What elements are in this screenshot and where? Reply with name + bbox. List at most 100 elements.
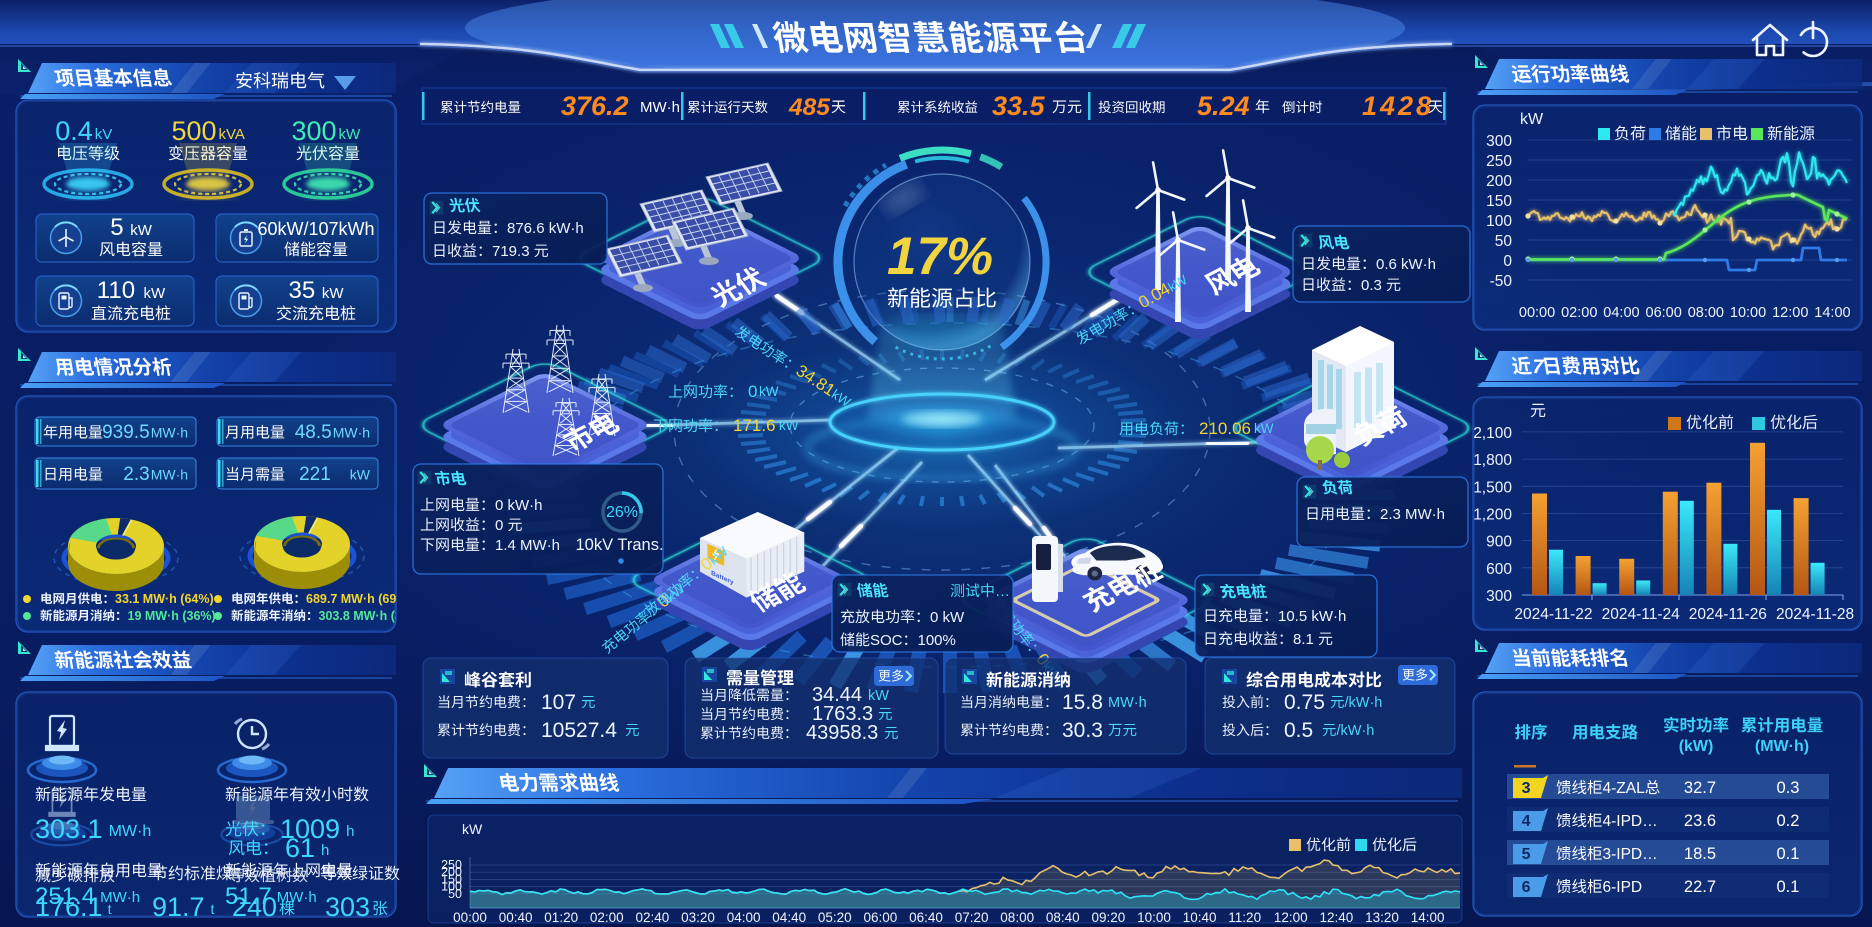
- svg-text:00:40: 00:40: [499, 910, 533, 925]
- svg-text:kW: kW: [350, 467, 371, 483]
- svg-text:176.1: 176.1: [35, 892, 103, 922]
- svg-text:5: 5: [110, 214, 123, 241]
- svg-text:kVA: kVA: [219, 126, 245, 143]
- svg-text:50: 50: [1495, 233, 1513, 250]
- svg-text:600: 600: [1486, 561, 1512, 578]
- svg-text:0.3: 0.3: [1361, 277, 1382, 294]
- svg-text:kW: kW: [322, 285, 345, 302]
- svg-text:2.3 MW·h: 2.3 MW·h: [1380, 506, 1445, 523]
- svg-text:02:00: 02:00: [1561, 305, 1597, 321]
- svg-text:kV: kV: [95, 126, 113, 143]
- svg-text:/kW·h: /kW·h: [1345, 695, 1383, 711]
- svg-text:10.5 kW·h: 10.5 kW·h: [1278, 608, 1346, 625]
- svg-text:11:20: 11:20: [1228, 910, 1261, 925]
- svg-text:0.6 kW·h: 0.6 kW·h: [1376, 256, 1436, 273]
- svg-text:251.4: 251.4: [35, 883, 95, 910]
- svg-text:10:40: 10:40: [1183, 910, 1217, 925]
- svg-text:719.3: 719.3: [492, 243, 530, 260]
- svg-text:303.8 MW·h (31%): 303.8 MW·h (31%): [319, 609, 425, 623]
- svg-text:221: 221: [299, 464, 331, 485]
- svg-text:MW·h: MW·h: [100, 889, 140, 906]
- svg-text:51.7: 51.7: [225, 883, 272, 910]
- svg-text:939.5: 939.5: [102, 422, 150, 443]
- svg-text:04:00: 04:00: [727, 910, 761, 925]
- svg-text:1,800: 1,800: [1473, 452, 1512, 469]
- svg-text:04:00: 04:00: [1603, 305, 1639, 321]
- svg-text:33.5: 33.5: [992, 91, 1046, 121]
- svg-text:kW: kW: [779, 418, 799, 433]
- svg-text:10kV Trans.: 10kV Trans.: [576, 536, 664, 554]
- svg-text:MW·h: MW·h: [151, 425, 188, 441]
- svg-text:18.5: 18.5: [1684, 845, 1716, 863]
- svg-text:376.2: 376.2: [561, 91, 629, 121]
- svg-text:2024-11-26: 2024-11-26: [1689, 606, 1767, 623]
- svg-text:1009: 1009: [280, 814, 340, 844]
- svg-text:33.1 MW·h (64%): 33.1 MW·h (64%): [115, 592, 214, 606]
- svg-text:kW: kW: [1254, 421, 1274, 436]
- svg-text:4-IPD…: 4-IPD…: [1603, 813, 1658, 830]
- svg-text:12:00: 12:00: [1274, 910, 1308, 925]
- svg-text:03:20: 03:20: [681, 910, 715, 925]
- svg-text:0.4: 0.4: [55, 116, 93, 146]
- svg-text:0.1: 0.1: [1777, 845, 1800, 863]
- svg-text:250: 250: [441, 858, 462, 872]
- svg-text:0.2: 0.2: [1777, 812, 1800, 830]
- svg-text:00:00: 00:00: [453, 910, 487, 925]
- svg-text:kW: kW: [144, 285, 167, 302]
- svg-text:110: 110: [97, 277, 135, 304]
- svg-text:7: 7: [1533, 356, 1545, 378]
- svg-text:0.75: 0.75: [1284, 691, 1325, 714]
- svg-text:01:20: 01:20: [544, 910, 578, 925]
- svg-text:06:00: 06:00: [1646, 305, 1682, 321]
- svg-text:1,500: 1,500: [1473, 479, 1512, 496]
- svg-text:303.1: 303.1: [35, 814, 103, 844]
- svg-text:08:00: 08:00: [1000, 910, 1034, 925]
- svg-text:210.06: 210.06: [1199, 419, 1251, 438]
- svg-text:kW: kW: [339, 126, 362, 143]
- svg-text:100: 100: [441, 880, 462, 894]
- svg-text:08:40: 08:40: [1046, 910, 1080, 925]
- svg-text:1763.3: 1763.3: [812, 703, 873, 725]
- svg-text:35: 35: [289, 277, 316, 304]
- svg-text:300: 300: [1486, 133, 1512, 150]
- svg-text:0 kW: 0 kW: [930, 609, 965, 626]
- svg-text:4: 4: [1522, 813, 1531, 830]
- svg-text:kW: kW: [759, 384, 779, 399]
- svg-text:13:20: 13:20: [1365, 910, 1399, 925]
- svg-text:1.4 MW·h: 1.4 MW·h: [495, 537, 560, 554]
- svg-text:500: 500: [172, 116, 217, 146]
- svg-text:50: 50: [448, 887, 462, 901]
- svg-text:02:00: 02:00: [590, 910, 624, 925]
- svg-text:48.5: 48.5: [295, 422, 332, 443]
- svg-text:26%: 26%: [606, 504, 638, 521]
- svg-text:14:00: 14:00: [1411, 910, 1445, 925]
- svg-text:(MW·h): (MW·h): [1755, 738, 1809, 755]
- svg-text:10:00: 10:00: [1137, 910, 1171, 925]
- svg-text:kW: kW: [868, 688, 889, 704]
- svg-text:…: …: [995, 583, 1010, 600]
- svg-text:0.5: 0.5: [1284, 719, 1313, 742]
- svg-text:200: 200: [1486, 173, 1512, 190]
- svg-text:06:40: 06:40: [909, 910, 943, 925]
- svg-text:kW: kW: [1520, 111, 1544, 128]
- svg-text:240: 240: [232, 892, 277, 922]
- svg-text:2024-11-22: 2024-11-22: [1514, 606, 1592, 623]
- svg-text:876.6 kW·h: 876.6 kW·h: [507, 220, 584, 237]
- svg-text:107: 107: [541, 691, 576, 714]
- svg-text:/kW·h: /kW·h: [1337, 723, 1375, 739]
- svg-text:91.7: 91.7: [152, 892, 205, 922]
- svg-text:kW: kW: [130, 222, 153, 239]
- svg-text:150: 150: [1486, 193, 1512, 210]
- svg-text:19 MW·h (36%): 19 MW·h (36%): [128, 609, 216, 623]
- svg-text:15.8: 15.8: [1062, 691, 1103, 714]
- svg-text:MW·h: MW·h: [109, 823, 152, 840]
- svg-text:12:40: 12:40: [1320, 910, 1354, 925]
- svg-text:MW·h: MW·h: [640, 99, 680, 116]
- svg-text:61: 61: [285, 833, 315, 863]
- svg-text:08:00: 08:00: [1688, 305, 1724, 321]
- svg-text:22.7: 22.7: [1684, 878, 1716, 896]
- svg-text:kW: kW: [462, 821, 483, 837]
- svg-text:34.44: 34.44: [812, 684, 862, 706]
- svg-text:689.7 MW·h (69%): 689.7 MW·h (69%): [306, 592, 412, 606]
- svg-text:10:00: 10:00: [1730, 305, 1766, 321]
